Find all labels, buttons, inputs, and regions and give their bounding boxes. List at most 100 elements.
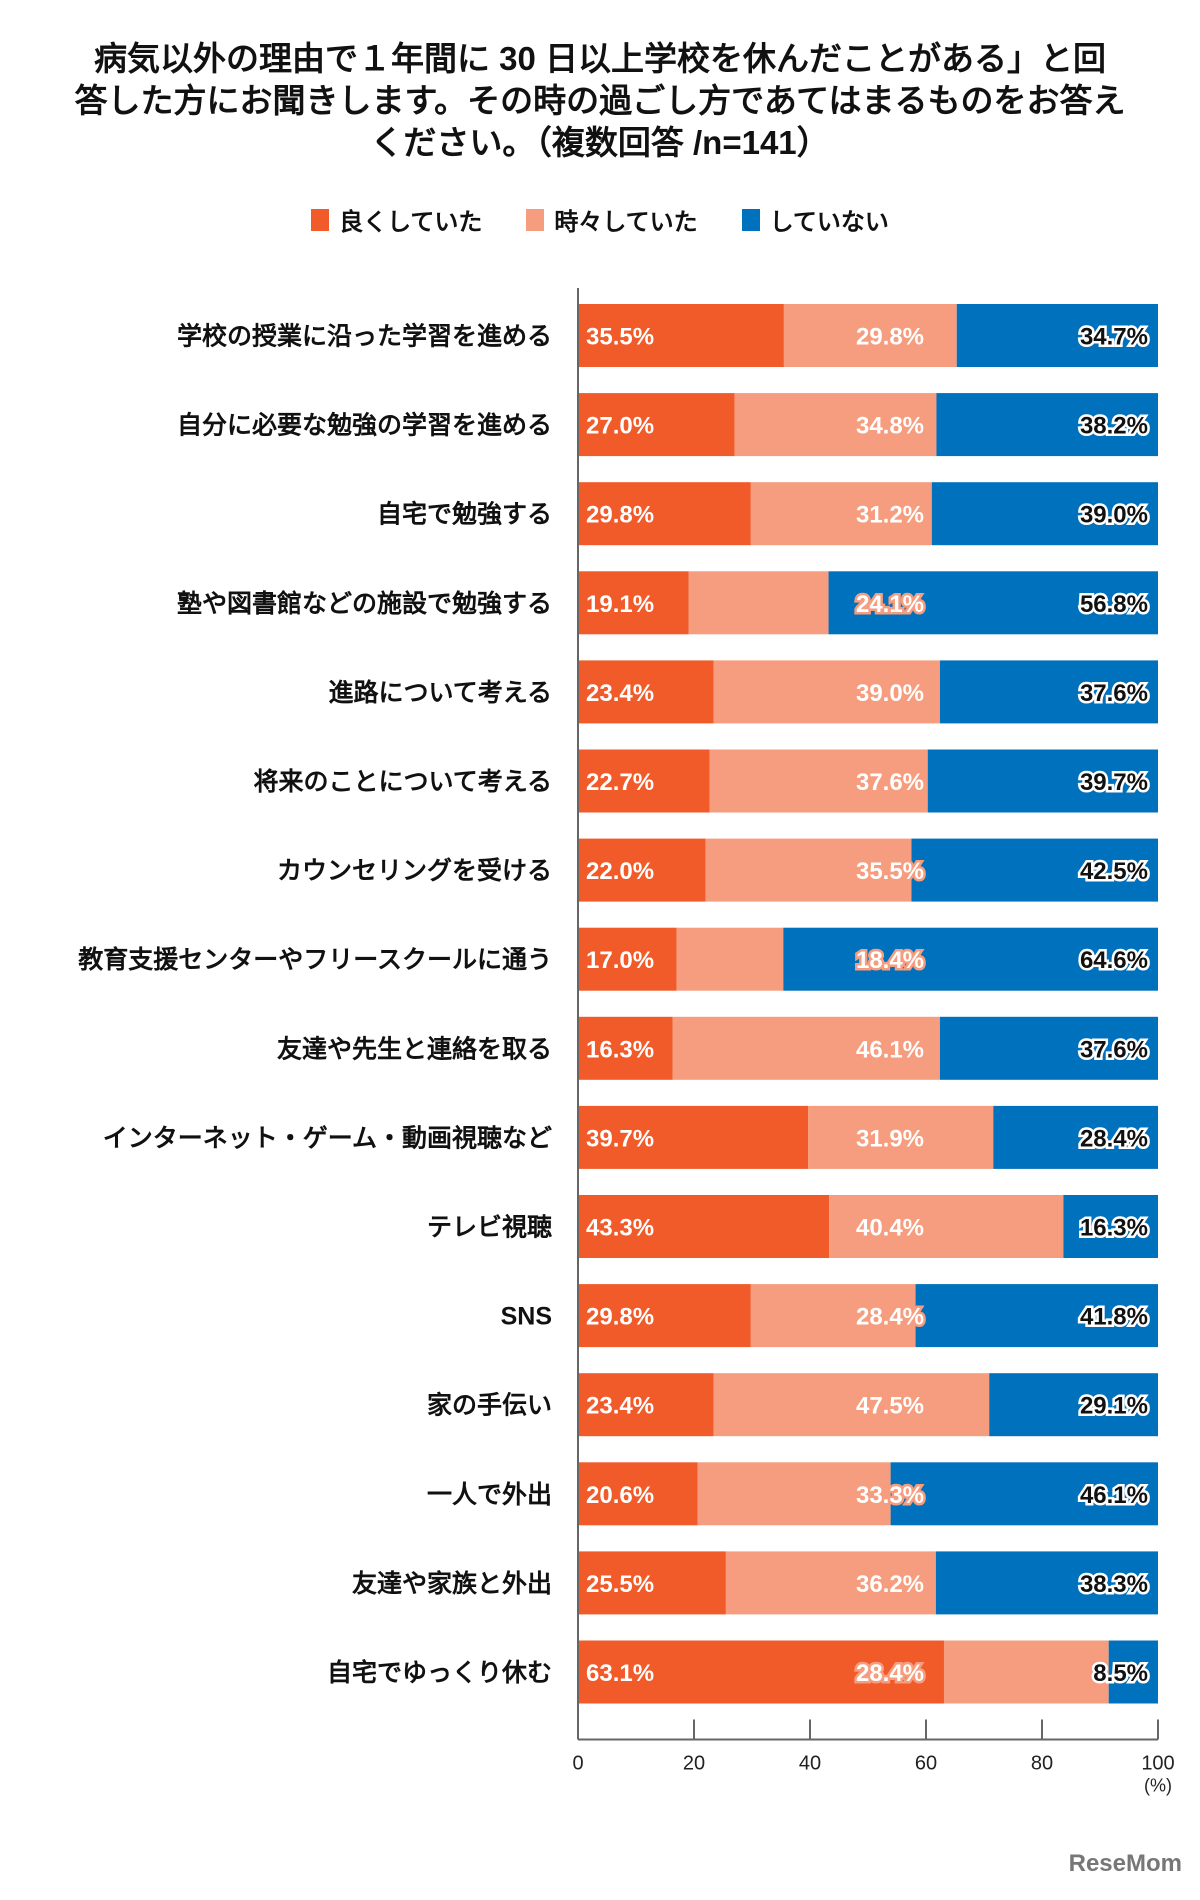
data-label: 63.1% [586,1660,654,1687]
data-label: 31.2% [856,502,924,529]
bar-segment [578,1462,698,1526]
legend-label: 時々していた [554,209,698,236]
bar-segment [993,1105,1158,1169]
data-label: 34.8% [856,413,924,440]
data-label: 25.5% [586,1571,654,1598]
title-line: 答した方にお聞きします。その時の過ごし方であてはまるものをお答え [74,82,1126,119]
x-tick-label: 20 [683,1753,705,1775]
legend-swatch [741,208,760,231]
category-label: 将来のことについて考える [253,767,552,796]
data-label: 39.0% [1080,502,1148,529]
bar-segment [890,1462,1158,1526]
logo: ReseMom [1068,1850,1182,1877]
data-label: 28.4% [1080,1125,1148,1152]
data-label: 38.2% [1080,413,1148,440]
bar-segment [578,660,714,724]
data-label: 40.4% [856,1215,924,1242]
data-label: 23.4% [586,1393,654,1420]
chart-title: 病気以外の理由で１年間に 30 日以上学校を休んだことがある」と回 答した方にお… [60,38,1140,164]
category-label: 一人で外出 [427,1480,552,1509]
bar-segment [936,393,1158,457]
data-label: 18.4% [856,947,924,974]
bar-segment [713,1373,990,1437]
legend: 良くしていた 時々していた していない [0,202,1200,237]
category-label: 友達や家族と外出 [352,1569,552,1598]
bar-segment [578,304,784,367]
data-label: 64.6% [1080,947,1148,974]
bar-segment [1108,1640,1158,1704]
bar-segment [578,1105,809,1169]
bar-segment [808,1105,994,1169]
category-label: 家の手伝い [427,1391,552,1420]
bar-segment [783,304,957,367]
data-label: 28.4% [856,1660,924,1687]
bar-segment [734,393,937,457]
legend-swatch [526,208,545,231]
bar-segment [915,1284,1158,1348]
data-label: 43.3% [586,1215,654,1242]
data-label: 42.5% [1080,858,1148,885]
bar-segment [956,304,1158,367]
bar-segment [578,927,677,991]
data-label: 37.6% [1080,1036,1148,1063]
data-label: 20.6% [586,1482,654,1509]
data-label: 37.6% [1080,680,1148,707]
data-label: 29.8% [586,502,654,529]
data-label: 34.7% [1080,324,1148,351]
bar-segment [939,1016,1158,1080]
x-tick-label: 60 [915,1753,937,1775]
title-line: 病気以外の理由で１年間に 30 日以上学校を休んだことがある」と回 [93,40,1107,77]
data-label: 19.1% [586,591,654,618]
data-label: 16.3% [1080,1215,1148,1242]
bar-segment [578,1373,714,1437]
bar-segment [578,393,735,457]
category-label: インターネット・ゲーム・動画視聴など [103,1123,552,1152]
x-tick-label: 80 [1031,1753,1053,1775]
category-label: 学校の授業に沿った学習を進める [177,322,552,351]
bar-segment [829,1195,1064,1258]
data-label: 28.4% [856,1304,924,1331]
data-label: 29.8% [856,324,924,351]
bar-segment [927,749,1158,813]
data-label: 22.0% [586,858,654,885]
category-label: カウンセリングを受ける [277,856,552,885]
category-label: 自分に必要な勉強の学習を進める [177,411,552,440]
bar-segment [989,1373,1158,1437]
bar-segment [783,927,1158,991]
data-label: 39.7% [586,1125,654,1152]
bar-segment [750,1284,916,1348]
data-label: 56.8% [1080,591,1148,618]
category-label: 進路について考える [328,679,552,707]
legend-item: 時々していた [526,202,698,237]
legend-item: していない [741,202,889,237]
data-label: 33.3% [856,1482,924,1509]
data-label: 35.5% [856,858,924,885]
legend-item: 良くしていた [311,202,482,237]
data-label: 16.3% [586,1036,654,1063]
legend-swatch [311,208,330,231]
bar-segment [697,1462,891,1526]
bar-segment [688,571,829,635]
data-label: 35.5% [586,324,654,351]
data-label: 41.8% [1080,1304,1148,1331]
data-label: 24.1% [856,591,924,618]
data-label: 36.2% [856,1571,924,1598]
bar-segment [578,1016,673,1080]
data-label: 37.6% [856,769,924,796]
legend-label: 良くしていた [339,209,483,236]
x-axis-unit: (%) [1144,1776,1172,1796]
bar-segment [931,482,1158,546]
data-label: 47.5% [856,1393,924,1420]
data-label: 46.1% [856,1036,924,1063]
data-label: 39.7% [1080,769,1148,796]
data-label: 23.4% [586,680,654,707]
bar-segment [578,1551,726,1615]
x-tick-label: 40 [799,1753,821,1775]
bar-segment [939,660,1158,724]
data-label: 46.1% [1080,1482,1148,1509]
bar-segment [1063,1195,1158,1258]
category-label: SNS [501,1303,552,1331]
bar-segment [578,1284,751,1348]
